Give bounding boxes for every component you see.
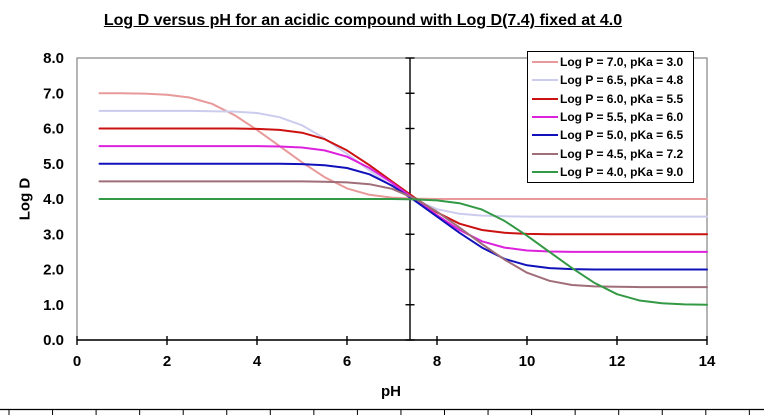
y-tick-label: 8.0 (43, 50, 64, 67)
y-tick-label: 1.0 (43, 297, 64, 314)
legend-item: Log P = 4.5, pKa = 7.2 (532, 144, 693, 162)
x-tick-label: 14 (699, 353, 716, 370)
series-line-3 (98, 127, 708, 236)
legend-line-swatch (532, 134, 558, 137)
x-tick-label: 2 (163, 353, 171, 370)
legend-label: Log P = 5.5, pKa = 6.0 (560, 110, 684, 124)
legend-label: Log P = 7.0, pKa = 3.0 (560, 55, 684, 70)
legend-label: Log P = 6.5, pKa = 4.8 (560, 73, 684, 88)
legend-label: Log P = 4.5, pKa = 7.2 (560, 146, 684, 161)
legend-label: Log P = 4.0, pKa = 9.0 (560, 164, 684, 179)
y-tick-label: 0.0 (43, 332, 64, 349)
x-tick-label: 12 (609, 353, 626, 370)
legend-item: Log P = 5.0, pKa = 6.5 (532, 126, 693, 144)
legend-item: Log P = 4.0, pKa = 9.0 (532, 163, 693, 181)
chart-title: Log D versus pH for an acidic compound w… (103, 12, 623, 29)
series-line-1 (98, 92, 708, 200)
series-line-4 (98, 145, 708, 253)
y-tick-label: 7.0 (43, 85, 64, 102)
legend-line-swatch (532, 61, 558, 64)
legend-line-swatch (532, 97, 558, 100)
legend-item: Log P = 5.5, pKa = 6.0 (532, 108, 693, 126)
x-tick-label: 4 (253, 353, 262, 370)
x-tick-label: 8 (433, 353, 441, 370)
x-axis-title: pH (381, 383, 401, 400)
y-tick-label: 2.0 (43, 262, 64, 279)
x-tick-label: 0 (73, 353, 81, 370)
y-tick-label: 5.0 (43, 156, 64, 173)
x-tick-label: 10 (519, 353, 536, 370)
legend-label: Log P = 6.0, pKa = 5.5 (560, 91, 684, 106)
series-line-7 (98, 198, 708, 306)
y-tick-label: 3.0 (43, 226, 64, 243)
legend-line-swatch (532, 79, 558, 82)
legend: Log P = 7.0, pKa = 3.0 Log P = 6.5, pKa =… (527, 51, 694, 183)
y-tick-label: 6.0 (43, 121, 64, 138)
y-tick-label: 4.0 (43, 191, 64, 208)
legend-label: Log P = 5.0, pKa = 6.5 (560, 128, 684, 143)
legend-item: Log P = 7.0, pKa = 3.0 (532, 53, 693, 71)
legend-line-swatch (532, 116, 558, 118)
series-line-6 (98, 180, 708, 289)
legend-item: Log P = 6.0, pKa = 5.5 (532, 90, 693, 108)
legend-line-swatch (532, 152, 558, 155)
legend-item: Log P = 6.5, pKa = 4.8 (532, 71, 693, 89)
legend-line-swatch (532, 170, 558, 173)
x-tick-label: 6 (343, 353, 351, 370)
